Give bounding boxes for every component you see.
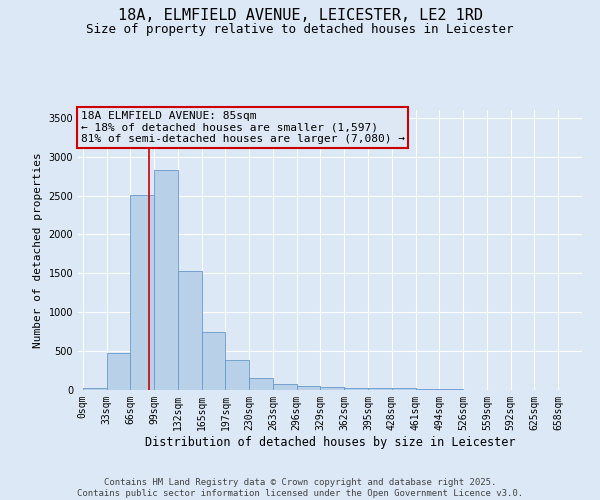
Bar (439, 389, 463, 390)
X-axis label: Distribution of detached houses by size in Leicester: Distribution of detached houses by size … (145, 436, 515, 448)
Bar (107, 354, 130, 390)
Bar (344, 388, 368, 390)
Text: 18A, ELMFIELD AVENUE, LEICESTER, LE2 1RD: 18A, ELMFIELD AVENUE, LEICESTER, LE2 1RD (118, 8, 482, 22)
Text: 18A ELMFIELD AVENUE: 85sqm
← 18% of detached houses are smaller (1,597)
81% of s: 18A ELMFIELD AVENUE: 85sqm ← 18% of deta… (80, 110, 404, 144)
Text: Contains HM Land Registry data © Crown copyright and database right 2025.
Contai: Contains HM Land Registry data © Crown c… (77, 478, 523, 498)
Bar (273, 384, 297, 390)
Bar (83, 388, 107, 390)
Bar (226, 360, 249, 390)
Text: Size of property relative to detached houses in Leicester: Size of property relative to detached ho… (86, 22, 514, 36)
Bar (202, 332, 226, 390)
Bar (130, 195, 154, 390)
Y-axis label: Number of detached properties: Number of detached properties (33, 152, 43, 348)
Bar (416, 389, 439, 390)
Bar (368, 388, 392, 390)
Bar (178, 271, 202, 390)
Bar (392, 388, 416, 390)
Bar (249, 378, 273, 390)
Bar (297, 386, 320, 390)
Bar (320, 386, 344, 390)
Bar (154, 170, 178, 390)
